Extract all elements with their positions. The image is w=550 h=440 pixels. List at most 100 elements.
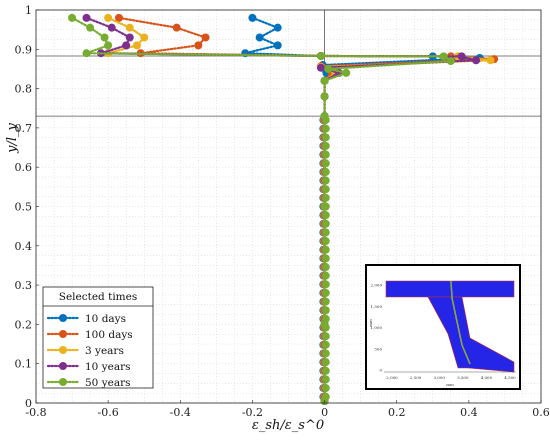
data-point (320, 92, 329, 101)
legend-label: 3 years (85, 345, 124, 357)
data-point (321, 280, 330, 289)
y-tick-label: 0.3 (15, 279, 33, 292)
inset-x-tick-label: 4,000 (481, 375, 493, 380)
data-point (68, 13, 77, 22)
y-tick-label: 0.6 (15, 161, 33, 174)
data-point (321, 297, 330, 306)
data-point (125, 33, 134, 42)
x-tick-label: 0 (321, 406, 328, 419)
data-point (342, 68, 351, 77)
data-point (321, 193, 330, 202)
tick-labels: -0.8 -0.6 -0.4 -0.2 0 0.2 0.4 0.6 0 0.1 0.2 0.3 0.4 0… (15, 4, 550, 419)
data-point (321, 349, 330, 358)
y-tick-label: 0.4 (15, 240, 33, 253)
data-point (321, 116, 330, 125)
data-point (472, 56, 481, 65)
inset-tick-labels: 2,000 2,500 3,000 3,500 4,000 4,500 0 500 1,000 1… (371, 283, 517, 381)
x-tick-label: -0.2 (242, 406, 263, 419)
legend-label: 50 years (85, 377, 131, 389)
data-point (201, 33, 210, 42)
data-point (100, 33, 109, 42)
inset-x-tick-label: 4,500 (504, 375, 516, 380)
y-tick-label: 0.7 (15, 122, 33, 135)
data-point (316, 51, 325, 60)
data-point (321, 263, 330, 272)
x-tick-label: 0.6 (532, 406, 550, 419)
data-point (321, 202, 330, 211)
series-layer (68, 13, 499, 406)
data-point (321, 141, 330, 150)
legend-swatch-marker (59, 346, 67, 354)
legend-label: 10 days (85, 313, 126, 325)
data-point (125, 23, 134, 32)
data-point (486, 56, 495, 65)
data-point (104, 13, 113, 22)
x-tick-label: 0.2 (388, 406, 406, 419)
data-point (321, 159, 330, 168)
data-point (122, 41, 131, 50)
data-point (321, 384, 330, 393)
data-point (194, 41, 203, 50)
data-point (86, 23, 95, 32)
series-50-years (68, 13, 455, 406)
y-tick-label: 0.9 (15, 43, 33, 56)
inset-top-slab (385, 280, 515, 298)
inset-neutral-core (450, 280, 471, 365)
x-tick-label: -0.4 (170, 406, 191, 419)
data-point (321, 288, 330, 297)
data-point (273, 23, 282, 32)
x-tick-label: 0.4 (460, 406, 478, 419)
data-point (321, 375, 330, 384)
data-point (321, 323, 330, 332)
inset-x-tick-label: 3,500 (457, 375, 469, 380)
x-tick-label: -0.8 (25, 406, 46, 419)
data-point (321, 219, 330, 228)
inset-figure: mm mm 2,000 2,500 3,000 3,500 4,000 4,500 0 500… (365, 264, 521, 390)
inset-y-tick-label: 500 (374, 346, 382, 351)
inset-x-tick-label: 2,500 (410, 375, 422, 380)
data-point (321, 150, 330, 159)
y-tick-label: 1 (25, 4, 32, 17)
y-axis-title: y/l_y (5, 122, 20, 153)
data-point (321, 245, 330, 254)
x-tick-label: -0.6 (98, 406, 119, 419)
data-point (82, 49, 91, 58)
inset-xlabel: mm (446, 382, 454, 387)
data-point (439, 52, 448, 61)
data-point (255, 33, 264, 42)
data-point (321, 366, 330, 375)
data-point (172, 23, 181, 32)
data-point (273, 41, 282, 50)
legend-swatch-marker (59, 362, 67, 370)
data-point (321, 124, 330, 133)
data-point (321, 185, 330, 194)
data-point (321, 167, 330, 176)
data-point (321, 271, 330, 280)
data-point (324, 64, 333, 73)
x-axis-title: ε_sh/ε_s^0 (252, 418, 324, 433)
legend-swatch-marker (59, 378, 67, 386)
data-point (321, 211, 330, 220)
inset-y-tick-label: 1,000 (371, 325, 383, 330)
data-point (321, 392, 330, 401)
data-point (321, 254, 330, 263)
data-point (321, 332, 330, 341)
data-point (107, 23, 116, 32)
data-point (104, 41, 113, 50)
inset-ylabel: mm (368, 319, 373, 327)
data-point (321, 358, 330, 367)
data-point (82, 13, 91, 22)
inset-y-tick-label: 1,500 (371, 304, 383, 309)
legend-swatch-marker (59, 314, 67, 322)
legend-title: Selected times (59, 291, 138, 303)
y-tick-label: 0.2 (15, 318, 33, 331)
y-tick-label: 0.5 (15, 201, 33, 214)
data-point (114, 13, 123, 22)
legend-entries: 10 days 100 days 3 years 10 years 50 years (46, 313, 133, 389)
data-point (320, 76, 329, 85)
data-point (321, 237, 330, 246)
data-point (321, 133, 330, 142)
data-point (457, 52, 466, 61)
